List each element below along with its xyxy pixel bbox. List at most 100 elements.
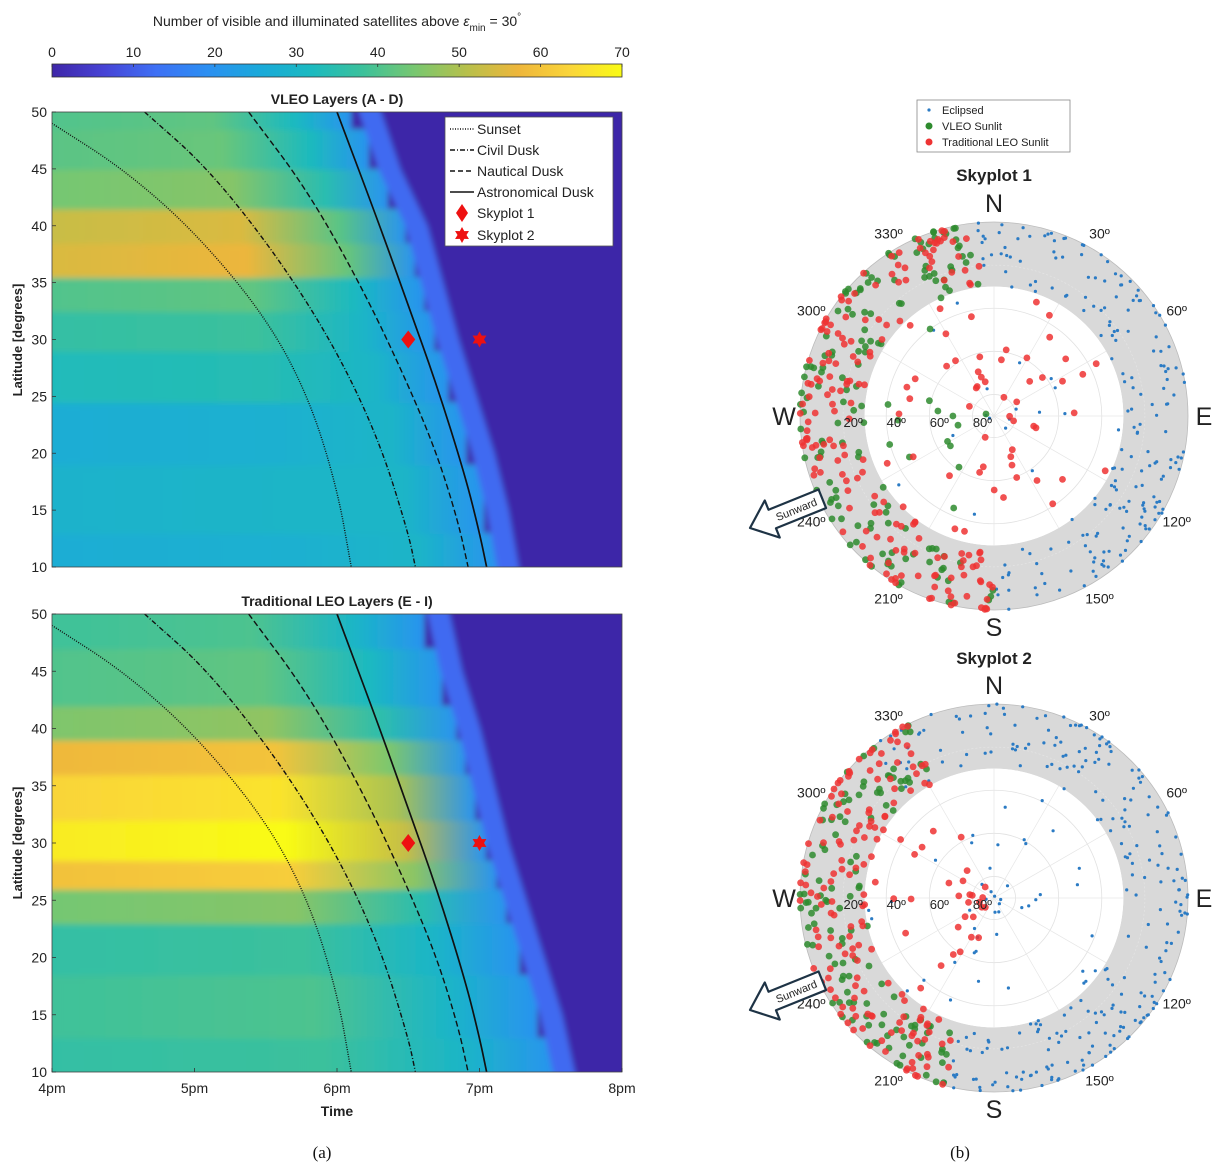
point-eclipsed xyxy=(1083,295,1088,299)
azimuth-label: 300º xyxy=(797,303,825,319)
point-leo-sunlit xyxy=(840,442,847,450)
point-leo-sunlit xyxy=(895,410,903,418)
point-eclipsed xyxy=(1020,547,1025,551)
point-eclipsed xyxy=(1150,994,1154,998)
colorbar-tick-label: 40 xyxy=(370,44,386,60)
cardinal-w: W xyxy=(772,885,796,913)
point-eclipsed xyxy=(999,252,1003,256)
point-eclipsed xyxy=(976,229,980,233)
point-eclipsed xyxy=(1091,569,1095,573)
point-vleo-sunlit xyxy=(838,935,846,942)
point-eclipsed xyxy=(1046,728,1051,732)
point-eclipsed xyxy=(955,301,959,305)
point-leo-sunlit xyxy=(902,929,909,937)
point-eclipsed xyxy=(1054,256,1058,260)
point-vleo-sunlit xyxy=(867,519,875,527)
point-eclipsed xyxy=(1169,941,1173,946)
point-eclipsed xyxy=(1065,765,1069,769)
point-leo-sunlit xyxy=(916,244,924,252)
point-leo-sunlit xyxy=(828,386,836,393)
point-leo-sunlit xyxy=(989,583,996,591)
point-eclipsed xyxy=(965,752,969,757)
point-leo-sunlit xyxy=(814,933,822,941)
point-vleo-sunlit xyxy=(937,294,945,302)
point-eclipsed xyxy=(1033,586,1037,590)
point-leo-sunlit xyxy=(942,330,950,338)
point-leo-sunlit xyxy=(871,824,879,831)
point-leo-sunlit xyxy=(960,571,968,579)
point-leo-sunlit xyxy=(887,1029,895,1036)
point-leo-sunlit xyxy=(800,859,808,866)
point-leo-sunlit xyxy=(910,1029,917,1037)
point-leo-sunlit xyxy=(969,913,977,921)
point-leo-sunlit xyxy=(944,587,952,595)
point-vleo-sunlit xyxy=(868,274,875,281)
point-eclipsed xyxy=(1146,1013,1150,1017)
point-leo-sunlit xyxy=(1000,494,1007,501)
point-eclipsed xyxy=(1127,534,1131,538)
point-eclipsed xyxy=(929,712,933,717)
point-vleo-sunlit xyxy=(858,402,865,410)
point-eclipsed xyxy=(987,1040,991,1044)
point-leo-sunlit xyxy=(855,380,863,388)
ytick-label: 10 xyxy=(31,559,47,575)
point-vleo-sunlit xyxy=(853,538,860,546)
point-leo-sunlit xyxy=(956,948,964,956)
point-eclipsed xyxy=(1108,1043,1112,1047)
point-eclipsed xyxy=(1102,1013,1106,1017)
point-leo-sunlit xyxy=(865,806,873,813)
point-eclipsed xyxy=(1023,746,1028,750)
point-leo-sunlit xyxy=(892,547,900,554)
point-eclipsed xyxy=(1058,588,1062,592)
point-vleo-sunlit xyxy=(856,882,863,890)
point-eclipsed xyxy=(985,726,989,730)
point-leo-sunlit xyxy=(909,1065,917,1072)
point-eclipsed xyxy=(1016,237,1020,241)
point-vleo-sunlit xyxy=(932,277,940,285)
marker-skyplot-1 xyxy=(401,330,416,349)
point-leo-sunlit xyxy=(861,316,869,324)
point-leo-sunlit xyxy=(853,974,861,982)
point-vleo-sunlit xyxy=(834,419,842,427)
point-eclipsed xyxy=(1033,279,1038,284)
point-eclipsed xyxy=(1080,1058,1084,1062)
heatmap-vleo-ylabel: Latitude [degrees] xyxy=(10,284,25,397)
point-eclipsed xyxy=(1090,1044,1095,1048)
cardinal-s: S xyxy=(986,1096,1003,1124)
heatmap-band xyxy=(52,311,435,352)
point-eclipsed xyxy=(1106,260,1110,264)
point-leo-sunlit xyxy=(981,883,989,891)
point-eclipsed xyxy=(1121,1025,1126,1029)
point-leo-sunlit xyxy=(940,276,948,284)
point-vleo-sunlit xyxy=(882,802,890,809)
colorbar-gradient xyxy=(51,63,623,78)
point-leo-sunlit xyxy=(906,322,914,329)
point-eclipsed xyxy=(1043,581,1047,586)
point-eclipsed xyxy=(982,263,986,267)
point-eclipsed xyxy=(987,416,992,420)
heatmap-vleo-title: VLEO Layers (A - D) xyxy=(271,91,404,107)
point-eclipsed xyxy=(1094,750,1098,755)
point-leo-sunlit xyxy=(846,504,853,512)
point-leo-sunlit xyxy=(799,400,806,408)
point-eclipsed xyxy=(1176,455,1180,459)
point-leo-sunlit xyxy=(979,894,987,901)
point-eclipsed xyxy=(1180,876,1184,880)
point-eclipsed xyxy=(1053,743,1057,747)
point-eclipsed xyxy=(1028,283,1032,287)
point-eclipsed xyxy=(1119,283,1123,287)
point-eclipsed xyxy=(1109,749,1113,754)
point-leo-sunlit xyxy=(875,316,883,323)
point-vleo-sunlit xyxy=(839,972,847,980)
point-leo-sunlit xyxy=(931,583,939,591)
point-leo-sunlit xyxy=(906,395,914,403)
point-vleo-sunlit xyxy=(855,448,863,456)
point-eclipsed xyxy=(1098,737,1102,741)
point-leo-sunlit xyxy=(883,570,890,578)
point-leo-sunlit xyxy=(850,1026,857,1034)
point-vleo-sunlit xyxy=(862,556,869,564)
point-eclipsed xyxy=(1013,748,1018,752)
point-eclipsed xyxy=(972,512,977,516)
point-vleo-sunlit xyxy=(845,285,852,293)
